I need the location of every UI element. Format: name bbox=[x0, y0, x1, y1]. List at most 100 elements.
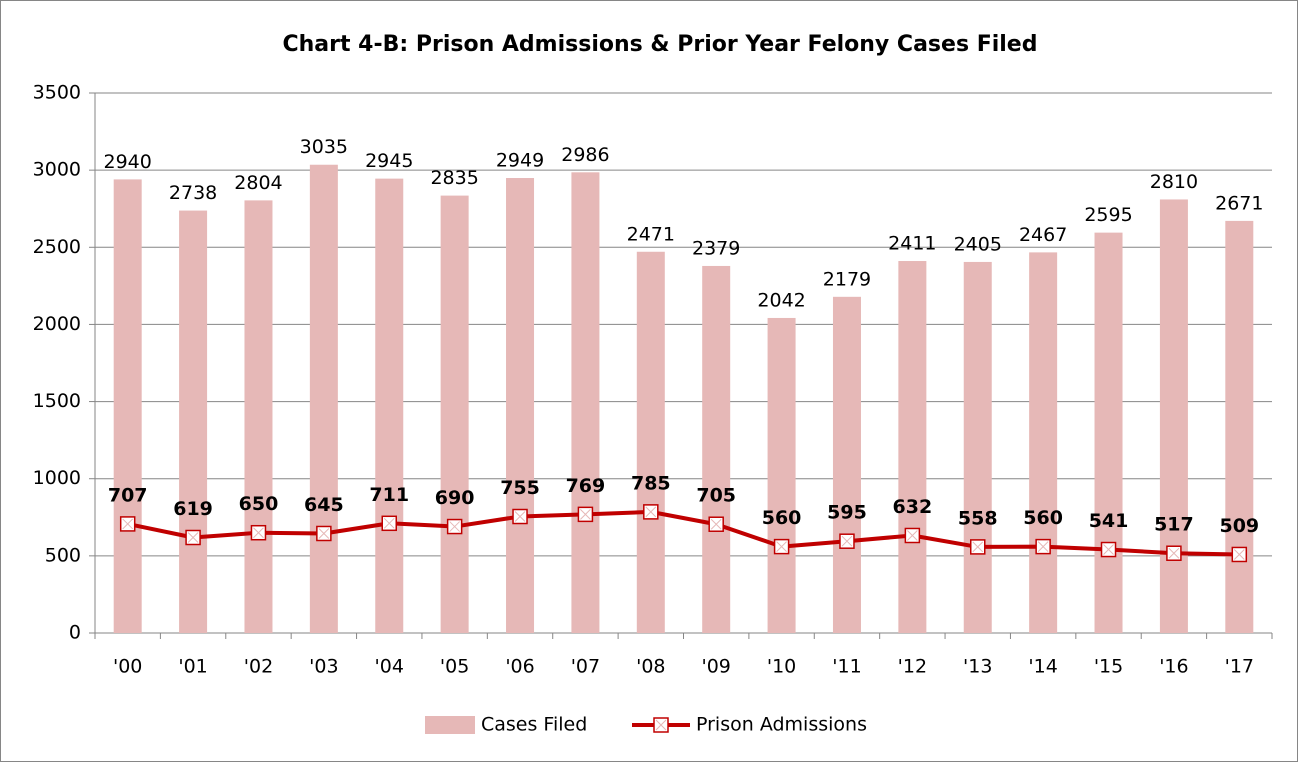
x-tick-label: '17 bbox=[1225, 656, 1254, 678]
point-marker bbox=[185, 529, 201, 546]
point-marker bbox=[773, 538, 790, 555]
line-value-label: 560 bbox=[1023, 507, 1063, 529]
bar bbox=[244, 200, 273, 633]
line-value-label: 509 bbox=[1219, 515, 1259, 537]
line-value-label: 705 bbox=[696, 485, 736, 507]
marker-cross bbox=[514, 511, 526, 522]
bar bbox=[309, 164, 338, 633]
bar-value-label: 2835 bbox=[430, 167, 478, 189]
point-marker bbox=[653, 717, 669, 733]
x-tick-label: '10 bbox=[767, 656, 796, 678]
point-marker bbox=[119, 516, 136, 532]
bar-value-label: 2945 bbox=[365, 150, 413, 172]
bar-value-label: 2810 bbox=[1150, 171, 1198, 193]
x-tick-label: '16 bbox=[1159, 656, 1188, 678]
marker-cross bbox=[449, 521, 460, 532]
line-value-label: 541 bbox=[1089, 510, 1129, 532]
line-value-label: 769 bbox=[566, 475, 606, 497]
point-marker bbox=[970, 539, 986, 555]
point-marker bbox=[512, 508, 528, 525]
bar-value-label: 2804 bbox=[234, 172, 282, 194]
bar bbox=[1225, 220, 1254, 633]
legend-label: Cases Filed bbox=[481, 714, 587, 736]
x-tick-label: '12 bbox=[898, 656, 927, 678]
line-value-label: 711 bbox=[369, 484, 409, 506]
line-value-label: 517 bbox=[1154, 514, 1194, 536]
x-tick-label: '05 bbox=[440, 656, 469, 678]
marker-cross bbox=[580, 509, 591, 520]
point-marker bbox=[381, 515, 397, 532]
bar bbox=[702, 265, 731, 633]
point-marker bbox=[904, 527, 921, 544]
line-value-label: 595 bbox=[827, 502, 867, 524]
bar-value-label: 2949 bbox=[496, 150, 544, 172]
bar-value-label: 2940 bbox=[104, 151, 152, 173]
line-value-label: 707 bbox=[108, 484, 148, 506]
y-tick-label: 1500 bbox=[33, 390, 81, 412]
y-tick-label: 500 bbox=[45, 544, 81, 566]
x-tick-label: '13 bbox=[963, 656, 992, 678]
line bbox=[127, 509, 1240, 557]
y-tick-label: 0 bbox=[69, 622, 81, 644]
bar-value-label: 2179 bbox=[823, 268, 871, 290]
marker-cross bbox=[655, 719, 667, 731]
point-marker bbox=[577, 506, 594, 523]
marker-cross bbox=[1168, 547, 1180, 559]
bar bbox=[898, 261, 927, 633]
point-marker bbox=[708, 516, 724, 532]
y-tick-label: 1000 bbox=[33, 467, 81, 489]
line-value-label: 755 bbox=[500, 477, 540, 499]
bar bbox=[440, 195, 469, 633]
bar-value-label: 2595 bbox=[1084, 204, 1132, 226]
marker-cross bbox=[972, 541, 984, 553]
marker-cross bbox=[253, 527, 264, 539]
line-value-label: 645 bbox=[304, 494, 344, 516]
bar-value-label: 2379 bbox=[692, 237, 740, 259]
line-value-label: 785 bbox=[631, 472, 671, 494]
line-value-label: 690 bbox=[435, 487, 475, 509]
bar-value-label: 2411 bbox=[888, 233, 936, 255]
marker-cross bbox=[187, 532, 199, 543]
bar bbox=[506, 178, 535, 634]
bar-value-label: 2042 bbox=[757, 289, 805, 311]
x-tick-label: '11 bbox=[832, 656, 861, 678]
x-tick-label: '02 bbox=[244, 656, 273, 678]
bar-value-label: 2471 bbox=[627, 223, 675, 245]
y-tick-label: 2000 bbox=[33, 313, 81, 335]
point-marker bbox=[839, 533, 855, 549]
x-tick-label: '09 bbox=[701, 656, 730, 678]
line-value-label: 558 bbox=[958, 507, 998, 529]
x-tick-label: '00 bbox=[113, 656, 142, 678]
marker-cross bbox=[318, 528, 330, 539]
x-tick-label: '03 bbox=[309, 656, 338, 678]
marker-cross bbox=[1037, 541, 1049, 552]
bar bbox=[113, 179, 142, 633]
line-value-label: 560 bbox=[762, 507, 802, 529]
bar-value-label: 2405 bbox=[954, 233, 1002, 255]
line-value-label: 619 bbox=[173, 498, 213, 520]
bar bbox=[832, 296, 861, 633]
point-marker bbox=[316, 525, 332, 542]
bar bbox=[179, 210, 208, 633]
line-value-label: 632 bbox=[893, 496, 933, 518]
point-marker bbox=[250, 524, 267, 541]
x-tick-label: '01 bbox=[178, 656, 207, 678]
x-tick-label: '04 bbox=[375, 656, 404, 678]
point-marker bbox=[1166, 545, 1182, 561]
bar bbox=[1029, 252, 1058, 633]
line-value-label: 650 bbox=[239, 493, 279, 515]
y-tick-label: 2500 bbox=[33, 236, 81, 258]
marker-cross bbox=[907, 530, 918, 541]
marker-cross bbox=[122, 518, 134, 530]
x-tick-label: '14 bbox=[1028, 656, 1057, 678]
legend-swatch bbox=[425, 716, 475, 734]
x-tick-label: '06 bbox=[505, 656, 534, 678]
bar bbox=[1159, 199, 1188, 633]
bar bbox=[963, 261, 992, 633]
bar bbox=[571, 172, 600, 633]
legend-label: Prison Admissions bbox=[696, 714, 867, 736]
bar bbox=[767, 317, 796, 633]
marker-cross bbox=[1103, 544, 1114, 555]
bar bbox=[375, 178, 404, 633]
